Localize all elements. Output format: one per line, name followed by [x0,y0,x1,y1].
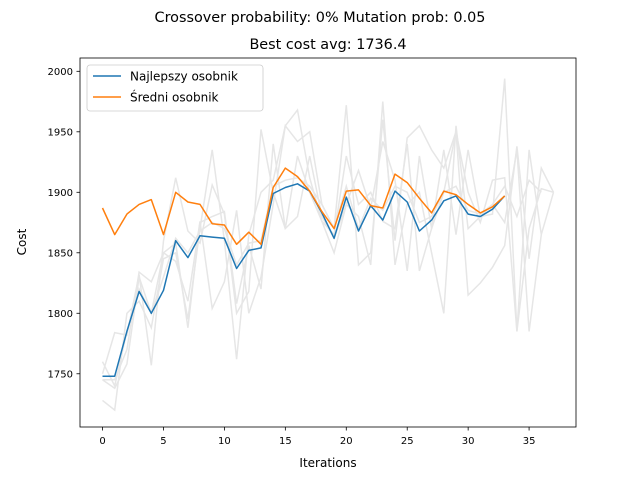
background-run-line-4 [102,101,555,390]
x-tick-label: 10 [218,436,231,447]
chart-title: Best cost avg: 1736.4 [249,37,406,53]
legend: Najlepszy osobnik Średni osobnik [86,64,264,112]
chart-suptitle: Crossover probability: 0% Mutation prob:… [155,10,486,26]
y-tick-label: 1850 [48,248,73,259]
y-tick-label: 1950 [48,127,73,138]
series-lines [101,167,506,377]
legend-box [86,64,264,112]
x-tick-label: 15 [279,436,292,447]
x-axis-ticks: 0 5 10 15 20 25 30 35 [99,427,535,447]
series-line-best [102,183,506,377]
series-line-average [101,167,506,246]
background-run-line-2 [102,105,555,381]
x-tick-label: 5 [160,436,166,447]
y-axis-ticks: 1750 1800 1850 1900 1950 2000 [48,67,80,380]
x-tick-label: 35 [523,436,536,447]
legend-label-best: Najlepszy osobnik [130,70,238,84]
x-tick-label: 0 [99,436,105,447]
y-tick-label: 1750 [48,369,73,380]
x-tick-label: 25 [401,436,414,447]
axes-frame [79,57,577,428]
x-axis-label: Iterations [299,456,356,470]
x-tick-label: 20 [340,436,353,447]
legend-label-average: Średni osobnik [130,90,219,105]
y-tick-label: 2000 [48,67,73,78]
y-axis-label: Cost [15,228,29,255]
y-tick-label: 1800 [48,309,73,320]
background-runs [101,78,555,412]
y-tick-label: 1900 [48,188,73,199]
x-tick-label: 30 [462,436,475,447]
plot-area [101,78,555,412]
